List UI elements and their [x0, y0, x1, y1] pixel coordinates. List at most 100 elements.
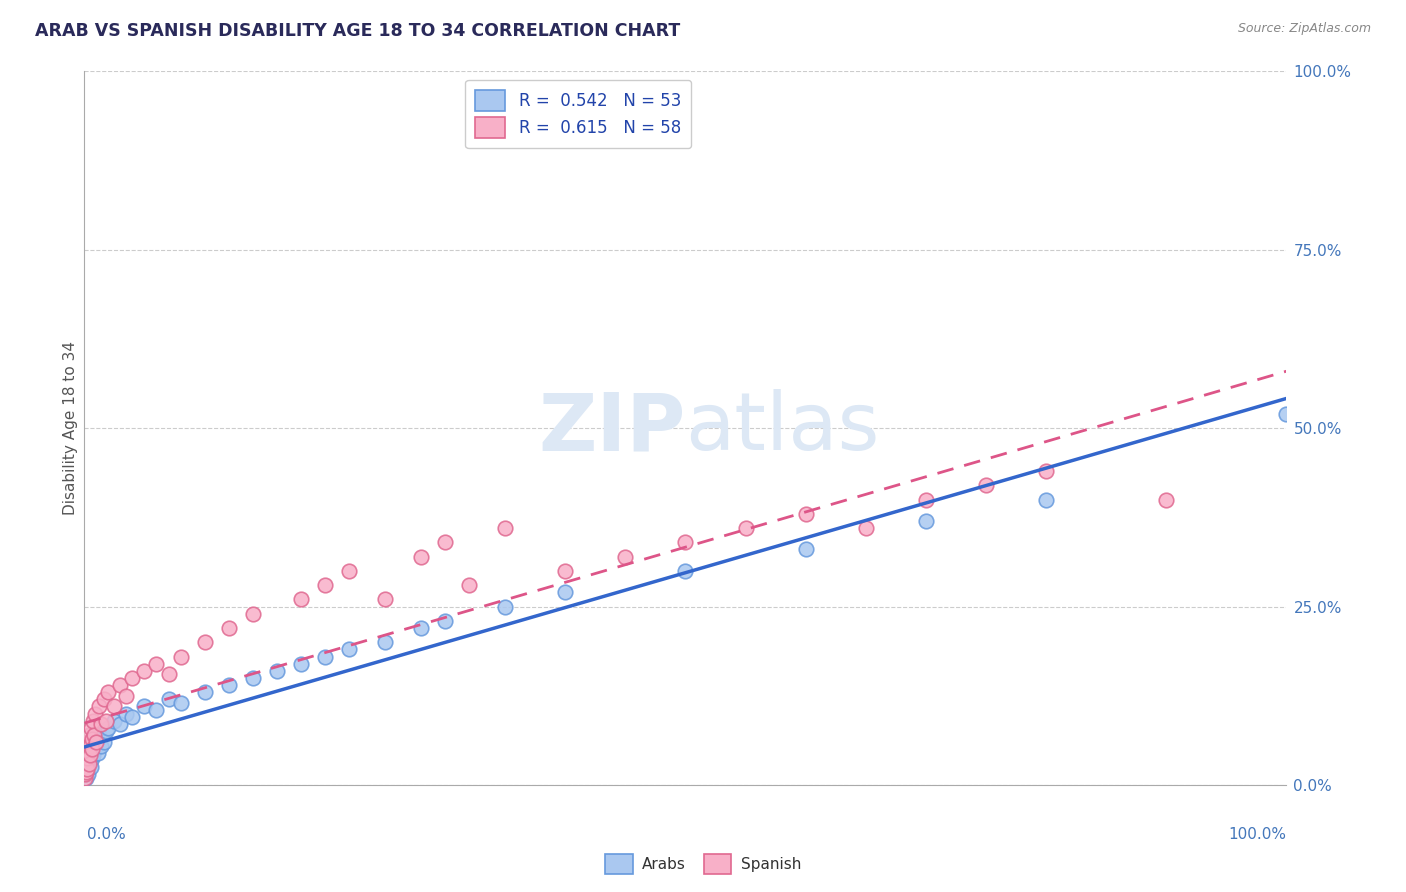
Point	[83, 728, 105, 742]
Point	[75, 756, 97, 771]
Point	[794, 507, 817, 521]
Point	[675, 535, 697, 549]
Point	[93, 735, 115, 749]
Point	[80, 721, 103, 735]
Point	[86, 735, 108, 749]
Point	[337, 564, 360, 578]
Point	[75, 749, 97, 764]
Point	[614, 549, 637, 564]
Point	[337, 642, 360, 657]
Point	[75, 764, 97, 778]
Point	[103, 699, 125, 714]
Point	[79, 755, 101, 769]
Point	[73, 771, 96, 785]
Point	[76, 762, 98, 776]
Point	[75, 764, 97, 778]
Point	[75, 756, 97, 771]
Point	[87, 728, 110, 742]
Point	[82, 747, 104, 762]
Point	[86, 746, 108, 760]
Point	[76, 746, 98, 760]
Text: ZIP: ZIP	[538, 389, 686, 467]
Point	[145, 657, 167, 671]
Point	[75, 760, 97, 774]
Legend: R =  0.542   N = 53, R =  0.615   N = 58: R = 0.542 N = 53, R = 0.615 N = 58	[465, 79, 692, 148]
Point	[218, 621, 240, 635]
Point	[79, 747, 101, 762]
Point	[80, 760, 103, 774]
Point	[121, 671, 143, 685]
Point	[77, 728, 100, 742]
Point	[374, 635, 396, 649]
Point	[79, 739, 101, 753]
Point	[121, 710, 143, 724]
Point	[194, 685, 217, 699]
Point	[115, 689, 138, 703]
Point	[93, 692, 115, 706]
Point	[494, 599, 516, 614]
Text: atlas: atlas	[686, 389, 880, 467]
Point	[409, 621, 432, 635]
Point	[76, 753, 98, 767]
Point	[97, 685, 120, 699]
Point	[77, 756, 100, 771]
Point	[554, 564, 576, 578]
Point	[434, 535, 457, 549]
Text: 0.0%: 0.0%	[87, 827, 127, 841]
Point	[94, 714, 117, 728]
Point	[218, 678, 240, 692]
Point	[77, 746, 100, 760]
Point	[169, 649, 191, 664]
Point	[82, 751, 104, 765]
Point	[1275, 407, 1298, 421]
Point	[974, 478, 997, 492]
Point	[855, 521, 877, 535]
Point	[76, 749, 98, 764]
Point	[290, 657, 312, 671]
Point	[1035, 492, 1057, 507]
Point	[1156, 492, 1178, 507]
Point	[76, 762, 98, 776]
Point	[75, 760, 97, 774]
Point	[76, 751, 98, 765]
Point	[83, 735, 105, 749]
Point	[76, 742, 98, 756]
Point	[314, 649, 336, 664]
Point	[75, 767, 97, 781]
Point	[157, 667, 180, 681]
Point	[87, 699, 110, 714]
Point	[97, 721, 120, 735]
Point	[115, 706, 138, 721]
Point	[82, 742, 104, 756]
Point	[290, 592, 312, 607]
Point	[675, 564, 697, 578]
Point	[314, 578, 336, 592]
Point	[242, 607, 264, 621]
Point	[75, 765, 97, 780]
Text: 100.0%: 100.0%	[1229, 827, 1286, 841]
Point	[169, 696, 191, 710]
Point	[82, 714, 104, 728]
Point	[76, 765, 98, 780]
Point	[145, 703, 167, 717]
Point	[76, 767, 98, 781]
Point	[77, 758, 100, 772]
Point	[80, 731, 103, 746]
Point	[77, 735, 100, 749]
Point	[915, 514, 938, 528]
Point	[266, 664, 288, 678]
Point	[79, 749, 101, 764]
Legend: Arabs, Spanish: Arabs, Spanish	[599, 848, 807, 880]
Point	[915, 492, 938, 507]
Point	[242, 671, 264, 685]
Point	[374, 592, 396, 607]
Point	[794, 542, 817, 557]
Point	[110, 717, 132, 731]
Point	[84, 742, 107, 756]
Point	[103, 714, 125, 728]
Point	[86, 731, 108, 746]
Y-axis label: Disability Age 18 to 34: Disability Age 18 to 34	[63, 341, 77, 516]
Point	[75, 771, 97, 785]
Point	[73, 767, 96, 781]
Point	[94, 724, 117, 739]
